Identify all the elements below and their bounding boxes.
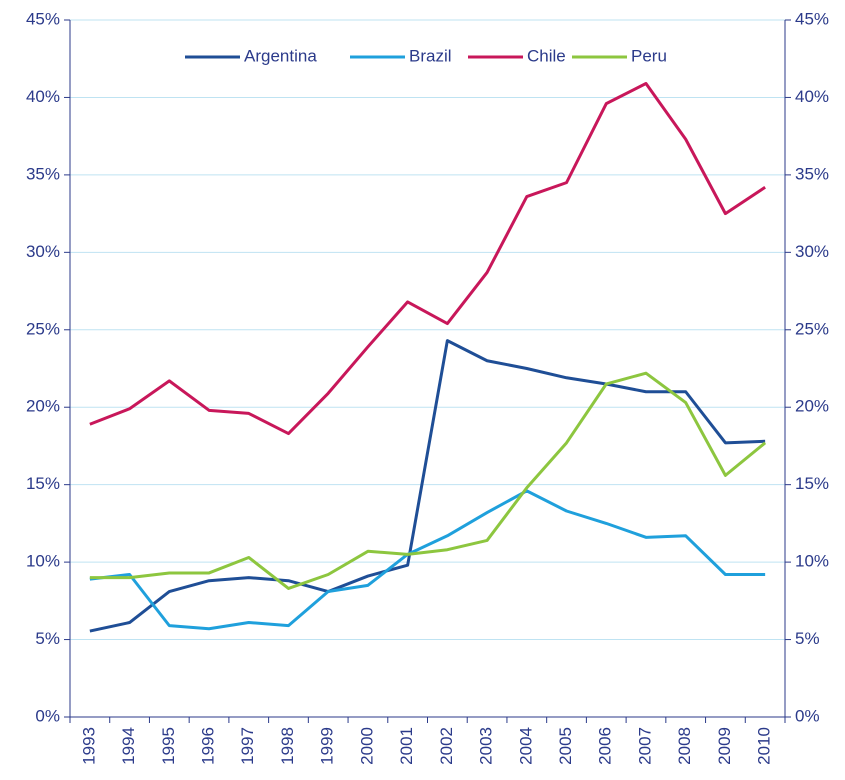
x-tick-label: 1999 [318,727,337,765]
y-tick-label: 25% [26,319,60,338]
legend-label: Argentina [244,46,317,65]
y2-tick-label: 0% [795,706,820,725]
y2-tick-label: 45% [795,9,829,28]
y-tick-label: 10% [26,552,60,571]
y-tick-label: 45% [26,9,60,28]
y-tick-label: 20% [26,397,60,416]
y-tick-label: 0% [35,706,60,725]
x-tick-label: 2009 [715,727,734,765]
y2-tick-label: 5% [795,629,820,648]
x-tick-label: 1998 [278,727,297,765]
y-tick-label: 40% [26,87,60,106]
x-tick-label: 1993 [79,727,98,765]
y2-tick-label: 10% [795,552,829,571]
x-tick-label: 2007 [635,727,654,765]
legend-label: Chile [527,46,566,65]
x-tick-label: 1996 [199,727,218,765]
line-series [89,82,766,436]
x-tick-label: 2005 [556,727,575,765]
line-series [89,489,766,631]
x-tick-label: 1997 [238,727,257,765]
x-tick-label: 2003 [477,727,496,765]
legend-label: Peru [631,46,667,65]
x-tick-label: 2006 [596,727,615,765]
line-series [89,339,766,633]
line-series [89,371,767,590]
y-tick-label: 15% [26,474,60,493]
x-tick-label: 2002 [437,727,456,765]
x-tick-label: 1994 [119,727,138,765]
y-tick-label: 5% [35,629,60,648]
y2-tick-label: 20% [795,397,829,416]
y2-tick-label: 40% [795,87,829,106]
x-tick-label: 2000 [357,727,376,765]
x-tick-label: 2010 [755,727,774,765]
x-tick-label: 2004 [516,727,535,765]
y2-tick-label: 15% [795,474,829,493]
x-tick-label: 2008 [675,727,694,765]
y-tick-label: 30% [26,242,60,261]
y-tick-label: 35% [26,164,60,183]
y2-tick-label: 25% [795,319,829,338]
y2-tick-label: 30% [795,242,829,261]
x-tick-label: 2001 [397,727,416,765]
legend-label: Brazil [409,46,452,65]
x-tick-label: 1995 [159,727,178,765]
y2-tick-label: 35% [795,164,829,183]
